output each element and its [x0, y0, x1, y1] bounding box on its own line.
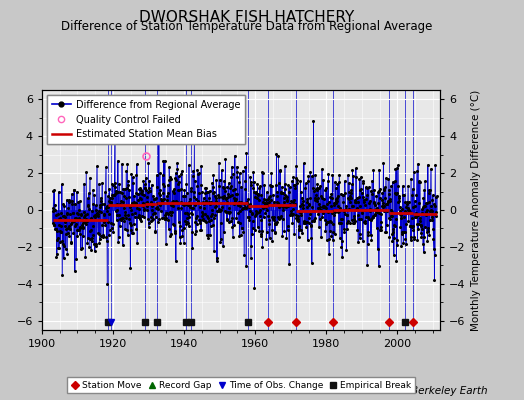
Text: Difference of Station Temperature Data from Regional Average: Difference of Station Temperature Data f… — [61, 20, 432, 33]
Legend: Station Move, Record Gap, Time of Obs. Change, Empirical Break: Station Move, Record Gap, Time of Obs. C… — [67, 377, 415, 394]
Text: Berkeley Earth: Berkeley Earth — [411, 386, 487, 396]
Text: DWORSHAK FISH HATCHERY: DWORSHAK FISH HATCHERY — [139, 10, 354, 25]
Y-axis label: Monthly Temperature Anomaly Difference (°C): Monthly Temperature Anomaly Difference (… — [471, 89, 481, 331]
Legend: Difference from Regional Average, Quality Control Failed, Estimated Station Mean: Difference from Regional Average, Qualit… — [47, 95, 245, 144]
